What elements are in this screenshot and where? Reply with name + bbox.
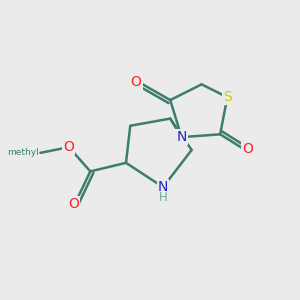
Text: O: O	[130, 74, 141, 88]
Text: O: O	[242, 142, 253, 156]
Text: O: O	[68, 197, 79, 211]
Text: H: H	[159, 191, 168, 204]
Text: N: N	[176, 130, 187, 144]
Text: N: N	[158, 180, 168, 194]
Text: S: S	[223, 90, 232, 104]
Text: methyl: methyl	[7, 148, 39, 157]
Text: O: O	[64, 140, 74, 154]
